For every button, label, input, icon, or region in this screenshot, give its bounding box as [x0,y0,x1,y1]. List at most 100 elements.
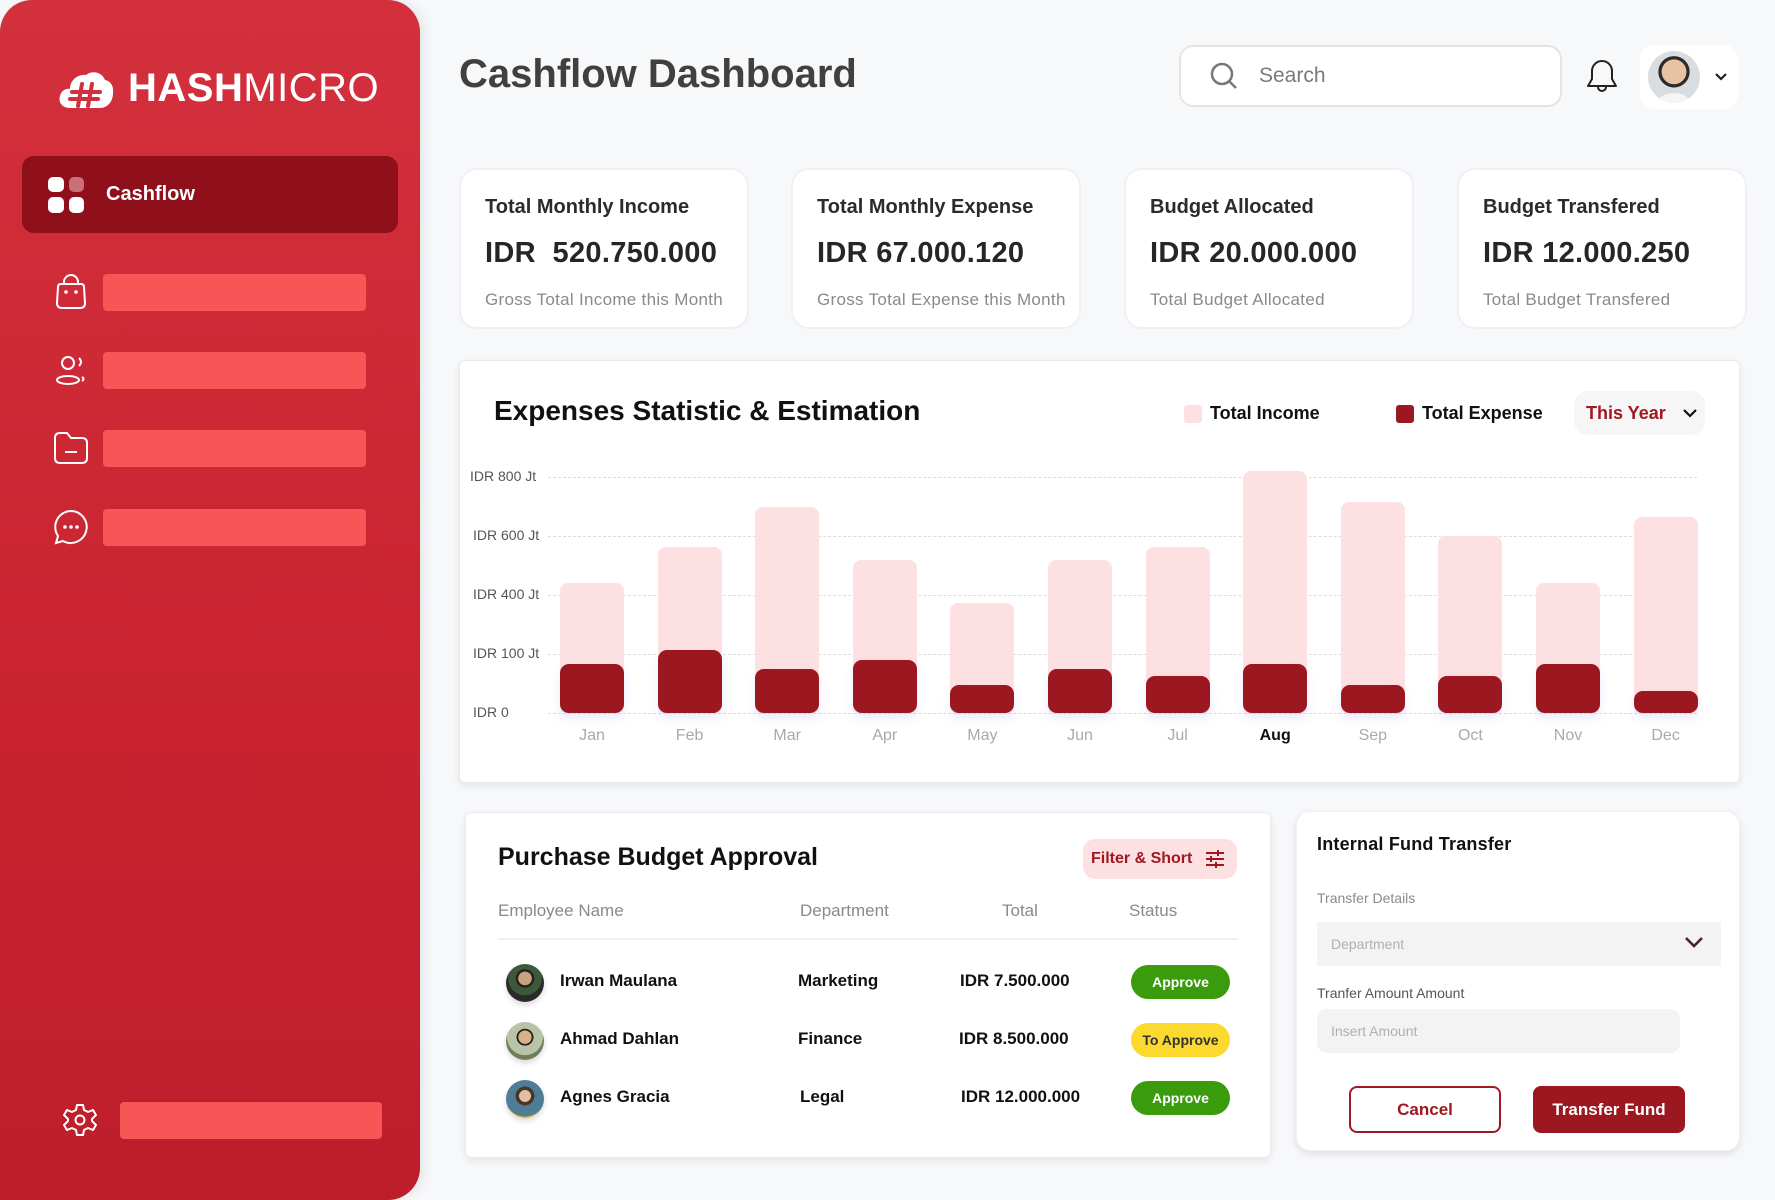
bar-group-dec[interactable] [1633,361,1698,713]
bar-group-oct[interactable] [1438,361,1503,713]
chevron-down-icon [1682,409,1697,418]
x-axis-label: Nov [1553,727,1583,744]
x-axis-label: May [967,727,998,744]
bar-group-jul[interactable] [1145,361,1210,713]
amount-input[interactable] [1317,1009,1680,1053]
bar-group-nov[interactable] [1536,361,1600,713]
stat-title: Total Monthly Expense [817,196,1034,218]
expense-bar [950,685,1015,713]
gear-icon [62,1102,98,1143]
sidebar-item-documents[interactable] [40,426,380,470]
expenses-chart-card: Expenses Statistic & Estimation Total In… [459,360,1740,783]
bar-group-feb[interactable] [657,361,722,713]
x-axis-label: Jan [579,727,605,744]
y-axis-tick: IDR 100 Jt [473,645,540,661]
sidebar-item-placeholder-bar [120,1102,382,1139]
x-axis-label: Jul [1167,727,1188,744]
expense-bar [1633,690,1698,713]
expense-bar [1438,676,1503,713]
expense-bar [852,659,917,713]
chat-bubble-icon [46,505,96,549]
expense-bar [560,664,624,713]
chevron-down-icon [1715,73,1727,81]
legend-expense: Total Expense [1396,403,1543,424]
shopping-bag-icon [46,270,96,314]
department-select[interactable]: Department [1317,922,1721,966]
bar-group-jan[interactable] [560,361,624,713]
profile-menu[interactable] [1640,45,1738,109]
sidebar: HASHMICRO Cashflow [0,0,420,1200]
employee-avatar [506,1022,544,1060]
sidebar-item-placeholder-bar [103,351,366,389]
legend-swatch-income [1184,404,1202,423]
status-badge-to-approve[interactable]: To Approve [1131,1023,1230,1057]
expense-bar [1243,664,1308,713]
sidebar-item-messages[interactable] [40,505,380,549]
approval-title: Purchase Budget Approval [498,843,818,871]
internal-fund-transfer-card: Internal Fund Transfer Transfer Details … [1296,811,1740,1151]
search-bar[interactable] [1179,45,1562,107]
table-row[interactable]: Ahmad Dahlan Finance IDR 8.500.000 To Ap… [466,1019,1270,1063]
search-input[interactable] [1259,64,1519,88]
bar-group-jun[interactable] [1048,361,1112,713]
stat-card-budget-allocated: Budget Allocated IDR 20.000.000 Total Bu… [1124,168,1414,329]
chevron-down-icon [1685,937,1703,948]
expense-bar [657,650,722,713]
sidebar-item-cashflow[interactable]: Cashflow [22,156,398,233]
sidebar-item-placeholder-bar [103,273,366,311]
bar-group-mar[interactable] [755,361,820,713]
employee-avatar [506,964,544,1002]
search-icon [1210,62,1237,89]
gridline [548,654,1697,655]
stat-value: IDR 67.000.120 [817,237,1025,269]
bar-group-apr[interactable] [852,361,917,713]
table-row[interactable]: Irwan Maulana Marketing IDR 7.500.000 Ap… [466,961,1270,1005]
employee-name: Ahmad Dahlan [560,1029,680,1048]
filter-sort-button[interactable]: Filter & Short [1083,839,1237,879]
sidebar-item-settings[interactable] [60,1098,390,1142]
sidebar-item-purchase[interactable] [40,270,380,314]
period-dropdown[interactable]: This Year [1574,391,1705,435]
brand-name: HASHMICRO [128,66,380,110]
stat-subtitle: Gross Total Income this Month [485,290,723,309]
stat-card-income: Total Monthly Income IDR 520.750.000 Gro… [459,168,749,329]
employee-department: Marketing [798,971,879,990]
legend-income: Total Income [1184,403,1320,424]
request-total: IDR 7.500.000 [960,971,1070,990]
gridline [548,477,1697,478]
employee-name: Agnes Gracia [560,1087,670,1106]
stat-subtitle: Gross Total Expense this Month [817,290,1066,309]
sidebar-item-users[interactable] [40,348,380,392]
expense-bar [1145,676,1210,713]
transfer-fund-button[interactable]: Transfer Fund [1533,1086,1685,1133]
hash-cloud-icon [59,71,114,108]
amount-label: Tranfer Amount Amount [1317,985,1465,1001]
table-row[interactable]: Agnes Gracia Legal IDR 12.000.000 Approv… [466,1077,1270,1121]
bar-group-sep[interactable] [1340,361,1405,713]
x-axis-label: Mar [773,727,801,744]
period-value: This Year [1586,402,1666,423]
stat-value: IDR 12.000.250 [1483,237,1691,269]
status-badge-approve[interactable]: Approve [1131,1081,1230,1115]
users-icon [46,348,96,392]
table-divider [498,938,1238,940]
bar-group-aug[interactable] [1243,361,1308,713]
x-axis-label: Jun [1067,727,1093,744]
x-axis-label: Dec [1651,727,1680,744]
employee-avatar [506,1080,544,1118]
stat-title: Budget Transfered [1483,196,1660,218]
x-axis-label: Sep [1358,727,1388,744]
department-placeholder: Department [1331,936,1405,952]
employee-department: Legal [800,1087,845,1106]
stat-value: IDR 520.750.000 [485,237,718,269]
cancel-button[interactable]: Cancel [1349,1086,1501,1133]
expense-bar [1536,664,1600,713]
request-total: IDR 12.000.000 [961,1087,1081,1106]
stat-title: Total Monthly Income [485,196,690,218]
bar-group-may[interactable] [950,361,1015,713]
bell-icon [1587,60,1617,92]
notification-button[interactable] [1585,58,1619,94]
brand-logo[interactable]: HASHMICRO [58,66,379,111]
status-badge-approve[interactable]: Approve [1131,965,1230,999]
gridline [548,595,1697,596]
